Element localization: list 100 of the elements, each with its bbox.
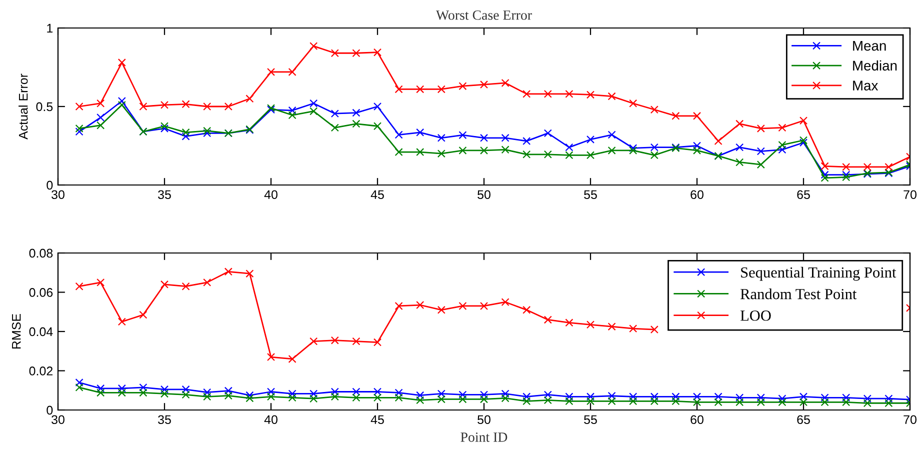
point xyxy=(820,170,829,179)
point xyxy=(139,388,148,397)
point xyxy=(203,126,212,135)
point xyxy=(96,113,105,122)
point xyxy=(778,146,786,154)
point xyxy=(650,106,658,114)
point xyxy=(352,394,360,402)
point xyxy=(75,128,84,136)
y-tick-label: 0.08 xyxy=(29,248,53,258)
point xyxy=(672,112,680,120)
point xyxy=(224,386,232,395)
point xyxy=(394,388,403,397)
point xyxy=(820,394,829,402)
point xyxy=(501,298,510,306)
point xyxy=(501,146,510,154)
point xyxy=(799,138,808,147)
point xyxy=(416,396,424,404)
point xyxy=(522,397,531,406)
point xyxy=(522,90,531,98)
point xyxy=(884,399,893,408)
x-tick-label: 60 xyxy=(690,415,704,424)
point xyxy=(565,318,574,327)
point xyxy=(246,394,254,402)
point xyxy=(756,147,765,156)
point xyxy=(394,148,403,156)
point xyxy=(416,85,424,94)
point xyxy=(75,378,84,387)
point xyxy=(310,107,318,116)
point xyxy=(182,100,190,108)
point xyxy=(544,390,552,399)
point xyxy=(608,146,616,154)
point xyxy=(650,397,658,406)
point xyxy=(75,282,84,290)
point xyxy=(160,390,169,398)
y-tick-label: 0 xyxy=(46,180,53,190)
point xyxy=(522,150,531,158)
point xyxy=(373,48,382,56)
point xyxy=(736,143,744,152)
point xyxy=(203,388,212,396)
point xyxy=(224,102,232,111)
x-tick-label: 50 xyxy=(478,190,490,200)
point xyxy=(182,128,190,136)
point xyxy=(629,324,638,333)
y-tick-label: 0 xyxy=(46,406,53,415)
x-tick-label: 40 xyxy=(264,415,278,424)
point xyxy=(96,121,105,130)
point xyxy=(586,135,595,144)
y-axis-title: RMSE xyxy=(12,314,21,349)
point xyxy=(373,394,382,402)
point xyxy=(310,390,318,398)
point xyxy=(266,352,276,362)
point xyxy=(544,90,552,98)
point xyxy=(522,137,531,146)
point xyxy=(416,300,424,310)
point xyxy=(714,392,722,401)
point xyxy=(203,392,212,401)
legend-label: Sequential Training Point xyxy=(741,266,896,281)
point xyxy=(224,268,232,276)
point xyxy=(288,68,296,76)
point xyxy=(266,392,276,401)
point xyxy=(458,131,467,140)
point xyxy=(330,388,339,396)
point xyxy=(692,392,702,401)
point xyxy=(672,397,680,406)
point xyxy=(330,49,339,58)
point xyxy=(778,398,786,406)
point xyxy=(96,388,105,397)
point xyxy=(310,42,318,50)
point xyxy=(96,384,105,392)
point xyxy=(437,395,446,404)
point xyxy=(565,143,574,152)
point xyxy=(75,102,84,111)
x-tick-label: 55 xyxy=(584,190,597,200)
point xyxy=(458,390,467,399)
point xyxy=(480,302,488,310)
point xyxy=(629,99,638,108)
point xyxy=(692,112,702,120)
point xyxy=(842,394,850,402)
point xyxy=(458,146,467,154)
point xyxy=(863,394,872,403)
y-tick-label: 0.02 xyxy=(29,366,53,376)
point xyxy=(501,390,510,398)
point xyxy=(608,322,616,331)
point xyxy=(139,310,148,319)
point xyxy=(246,391,254,400)
point xyxy=(330,392,339,401)
point xyxy=(96,99,105,108)
point xyxy=(246,94,254,103)
point xyxy=(629,392,638,401)
point xyxy=(160,100,169,109)
point xyxy=(373,122,382,130)
point xyxy=(820,162,829,170)
point xyxy=(310,99,318,108)
point xyxy=(118,96,126,106)
point xyxy=(650,151,658,160)
point xyxy=(714,398,722,406)
point xyxy=(480,146,488,154)
point xyxy=(266,68,276,76)
point xyxy=(288,354,296,363)
point xyxy=(586,151,595,160)
